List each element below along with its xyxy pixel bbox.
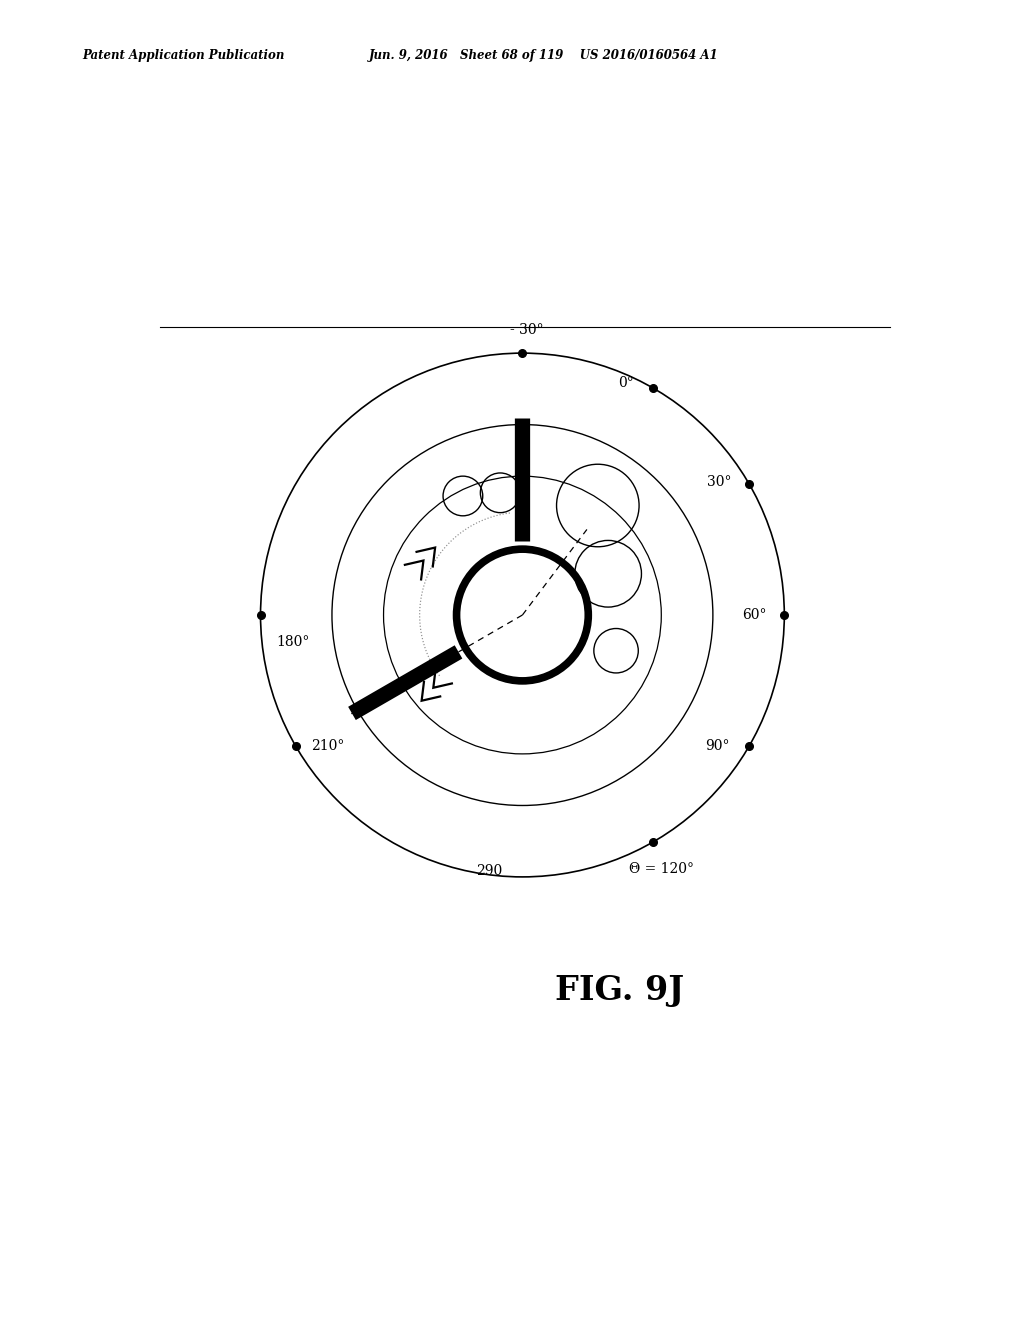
Text: - 30°: - 30°	[510, 323, 543, 337]
Text: 60°: 60°	[742, 609, 767, 622]
Text: 30°: 30°	[708, 475, 732, 490]
Text: Patent Application Publication: Patent Application Publication	[82, 49, 285, 62]
Text: 180°: 180°	[276, 635, 310, 649]
Text: 290: 290	[476, 863, 503, 878]
Text: Jun. 9, 2016   Sheet 68 of 119    US 2016/0160564 A1: Jun. 9, 2016 Sheet 68 of 119 US 2016/016…	[369, 49, 718, 62]
Text: 210°: 210°	[311, 739, 345, 752]
Text: FIG. 9J: FIG. 9J	[555, 974, 685, 1007]
Text: 0°: 0°	[617, 376, 634, 391]
Text: Θ = 120°: Θ = 120°	[629, 862, 694, 875]
Text: 90°: 90°	[705, 739, 729, 752]
